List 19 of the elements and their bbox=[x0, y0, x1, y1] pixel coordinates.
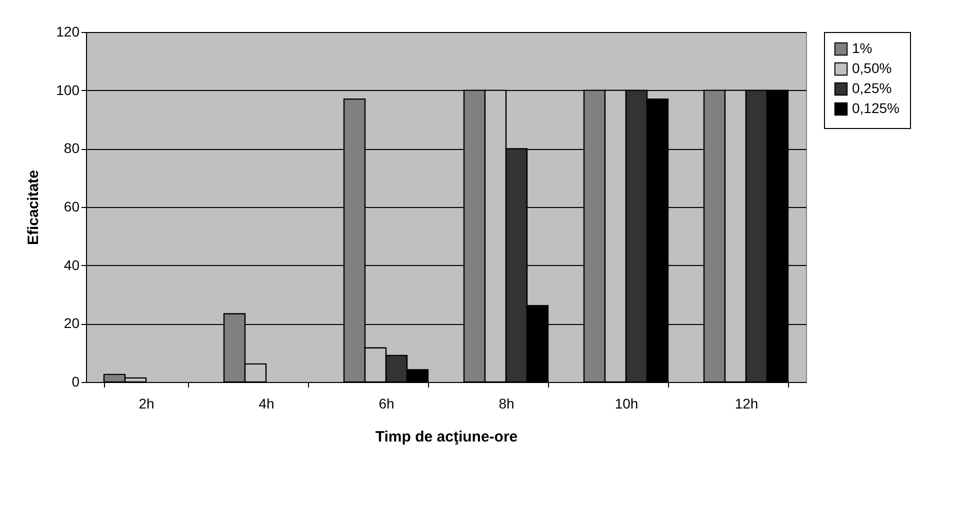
legend-label: 0,125% bbox=[852, 100, 900, 116]
x-tick-label: 8h bbox=[498, 396, 514, 412]
y-axis-title: Eficacitate bbox=[25, 170, 42, 246]
x-tick-label: 10h bbox=[614, 396, 638, 412]
y-tick-label: 100 bbox=[56, 82, 80, 98]
x-axis-title: Timp de acţiune-ore bbox=[375, 428, 518, 446]
x-tick-label: 6h bbox=[378, 396, 394, 412]
x-tick-label: 12h bbox=[734, 396, 758, 412]
legend-label: 0,25% bbox=[852, 80, 892, 96]
y-tick-label: 60 bbox=[64, 198, 80, 214]
x-tick-label: 2h bbox=[138, 396, 154, 412]
x-tick-label: 4h bbox=[258, 396, 274, 412]
legend-label: 1% bbox=[852, 40, 872, 56]
y-tick-label: 0 bbox=[72, 374, 80, 390]
legend-label: 0,50% bbox=[852, 60, 892, 76]
y-tick-label: 80 bbox=[64, 140, 80, 156]
y-tick-label: 20 bbox=[64, 315, 80, 332]
y-tick-label: 40 bbox=[64, 256, 80, 273]
y-tick-label: 120 bbox=[56, 24, 80, 40]
